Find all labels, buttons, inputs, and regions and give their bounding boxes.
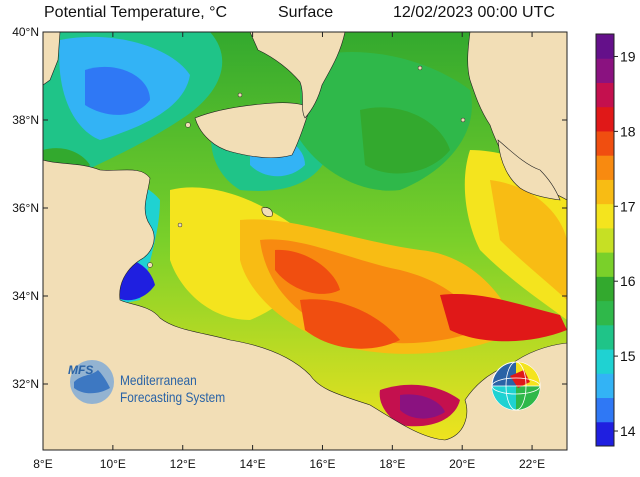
colorbar-segment bbox=[596, 106, 614, 132]
lon-tick-label: 14°E bbox=[240, 457, 266, 471]
map-area bbox=[43, 32, 567, 450]
colorbar: 19 18 17 16 15 14 bbox=[595, 33, 636, 447]
colorbar-tick-label: 15 bbox=[620, 348, 636, 364]
lat-tick-label: 38°N bbox=[12, 113, 39, 127]
land bbox=[43, 32, 567, 450]
lon-tick-label: 8°E bbox=[33, 457, 52, 471]
logo-line-2: Forecasting System bbox=[120, 389, 226, 405]
colorbar-segment bbox=[596, 324, 614, 350]
mfs-logo-icon: MFS bbox=[68, 360, 114, 404]
lat-tick-label: 34°N bbox=[12, 289, 39, 303]
lon-tick-label: 10°E bbox=[100, 457, 126, 471]
colorbar-segment bbox=[596, 300, 614, 326]
lon-tick-label: 12°E bbox=[170, 457, 196, 471]
colorbar-segment bbox=[596, 252, 614, 277]
lon-tick-label: 22°E bbox=[519, 457, 545, 471]
colorbar-segment bbox=[596, 373, 614, 399]
map-frame bbox=[42, 31, 568, 451]
mfs-logo-text: Mediterranean Forecasting System bbox=[120, 372, 225, 406]
lon-tick-label: 20°E bbox=[449, 457, 475, 471]
colorbar-tick-label: 18 bbox=[620, 123, 636, 139]
colorbar-tick-label: 17 bbox=[620, 198, 636, 214]
colorbar-segment bbox=[596, 155, 614, 180]
lon-tick-label: 18°E bbox=[379, 457, 405, 471]
lat-tick-label: 36°N bbox=[12, 201, 39, 215]
mfs-badge-text: MFS bbox=[68, 363, 93, 377]
colorbar-segment bbox=[596, 276, 614, 302]
globe-logo-icon bbox=[491, 361, 541, 411]
colorbar-segment bbox=[596, 130, 614, 156]
datetime-label: 12/02/2023 00:00 UTC bbox=[393, 4, 555, 21]
colorbar-segment bbox=[596, 34, 614, 59]
colorbar-segment bbox=[596, 58, 614, 83]
map-header: Potential Temperature, °C Surface 12/02/… bbox=[0, 4, 640, 26]
lat-tick-label: 40°N bbox=[12, 25, 39, 39]
colorbar-frame bbox=[595, 33, 615, 447]
lat-tick-label: 32°N bbox=[12, 377, 39, 391]
colorbar-tick-label: 16 bbox=[620, 273, 636, 289]
logo-line-1: Mediterranean bbox=[120, 372, 197, 388]
colorbar-segment bbox=[596, 421, 614, 447]
colorbar-segment bbox=[596, 203, 614, 229]
latitude-axis: 40°N 38°N 36°N 34°N 32°N bbox=[12, 25, 567, 391]
colorbar-segment bbox=[596, 397, 614, 423]
colorbar-segment bbox=[596, 227, 614, 253]
map-title: Potential Temperature, °C bbox=[44, 4, 228, 21]
colorbar-segment bbox=[596, 82, 614, 108]
colorbar-segment bbox=[596, 349, 614, 374]
layer-label: Surface bbox=[278, 4, 334, 21]
colorbar-segment bbox=[596, 179, 614, 205]
lon-tick-label: 16°E bbox=[309, 457, 335, 471]
colorbar-tick-label: 14 bbox=[620, 423, 636, 439]
colorbar-tick-label: 19 bbox=[620, 48, 636, 64]
longitude-axis: 8°E 10°E 12°E 14°E 16°E 18°E 20°E 22°E bbox=[33, 32, 545, 471]
